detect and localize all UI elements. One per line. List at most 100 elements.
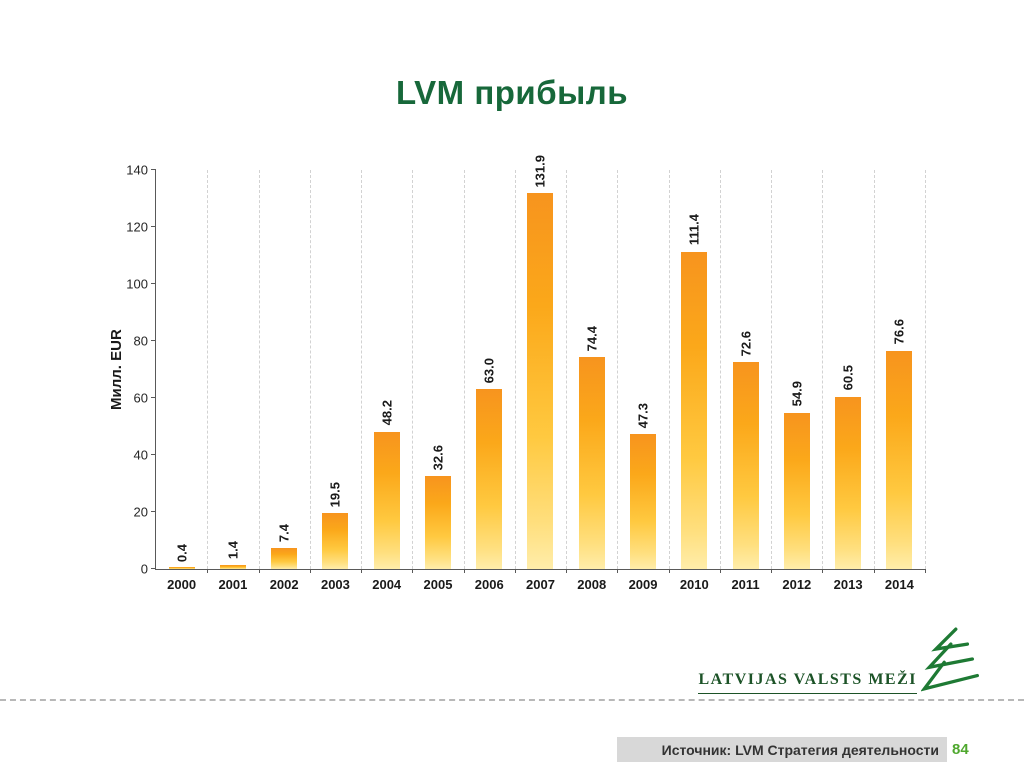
bar-slot-2011: 72.6 2011 [720,170,771,592]
chart-title: LVM прибыль [395,74,629,111]
bar-2013 [835,396,862,569]
bar-slot-2014: 76.6 2014 [874,170,925,592]
bar-2001 [219,565,246,569]
bar-slot-2002: 7.4 2002 [259,170,310,592]
x-axis-label: 2007 [526,577,555,592]
y-tick-mark [151,454,156,455]
x-tick-mark [925,569,926,573]
bar-2005 [424,476,451,569]
y-tick-label: 0 [140,561,148,577]
bar-slot-2007: 131.9 2007 [515,155,566,592]
bar-value-label: 47.3 [635,402,651,429]
bar-2011 [732,362,759,569]
bar-slot-2012: 54.9 2012 [771,170,822,592]
bar-value-label: 32.6 [430,444,446,471]
bar-value-label: 72.6 [738,330,754,357]
x-axis-label: 2014 [884,577,914,592]
gridline [258,170,260,569]
bar-value-label: 63.0 [481,358,497,384]
lvm-logo: LATVIJAS VALSTS MEŽI [698,612,979,694]
logo-text: LATVIJAS VALSTS MEŽI [698,671,917,694]
bar-2003 [322,513,349,569]
y-tick-label: 60 [133,390,148,406]
x-axis-label: 2004 [372,577,402,592]
bar-2014 [886,350,913,569]
bar-value-label: 7.4 [276,523,292,542]
x-tick-mark [822,569,824,573]
bar-value-label: 74.4 [584,325,600,351]
bar-2007 [527,193,554,569]
y-tick-label: 100 [126,276,148,292]
gridline [514,170,516,569]
x-axis-label: 2005 [423,577,453,592]
x-axis-label: 2003 [320,577,350,592]
bar-value-label: 76.6 [891,319,907,345]
x-tick-mark [361,569,363,573]
y-tick-mark [151,568,156,569]
bar-2004 [373,431,400,569]
x-axis-label: 2009 [628,577,658,592]
bar-2009 [630,434,657,569]
y-tick-label: 140 [126,162,148,178]
bar-slot-2008: 74.4 2008 [566,170,617,592]
y-tick-mark [151,511,156,512]
y-tick-mark [151,283,156,284]
y-tick-mark [151,340,156,341]
x-tick-mark [463,569,465,573]
bar-value-label: 60.5 [840,365,856,391]
bar-2012 [783,412,810,569]
bar-slot-2013: 60.5 2013 [822,170,873,592]
bar-slot-2010: 111.4 2010 [669,170,720,592]
source-bar: Источник: LVM Стратегия деятельности [617,737,947,762]
gridline [719,170,721,569]
x-tick-mark [617,569,619,573]
y-tick-label: 40 [133,447,148,463]
bar-2006 [476,389,503,569]
x-tick-mark [258,569,260,573]
bar-value-label: 19.5 [327,482,343,508]
x-axis-label: 2006 [474,577,504,592]
gridline [617,170,619,569]
bar-value-label: 54.9 [789,381,805,407]
bar-2010 [681,251,708,569]
gridline [822,170,824,569]
bar-slot-2009: 47.3 2009 [617,170,668,592]
y-tick-mark [151,226,156,227]
bar-slot-2003: 19.5 2003 [310,170,361,592]
y-tick-mark [151,397,156,398]
x-tick-mark [873,569,875,573]
bar-2008 [578,356,605,569]
bar-slot-2001: 1.4 2001 [207,170,258,592]
x-tick-mark [719,569,721,573]
x-axis-label: 2002 [269,577,299,592]
x-tick-mark [668,569,670,573]
x-axis-label: 2001 [218,577,248,592]
gridline [873,170,875,569]
y-tick-label: 120 [126,219,148,235]
y-tick-label: 20 [133,504,148,520]
x-tick-mark [207,569,209,573]
gridline [771,170,773,569]
y-tick-label: 80 [133,333,148,349]
x-tick-mark [309,569,311,573]
bar-value-label: 0.4 [174,543,190,562]
bar-value-label: 131.9 [532,154,548,188]
gridline [668,170,670,569]
gridline [463,170,465,569]
bar-slot-2006: 63.0 2006 [464,170,515,592]
tree-icon [921,627,979,692]
gridline [309,170,311,569]
separator-dashed-line [0,699,1024,701]
bar-value-label: 48.2 [379,400,395,426]
bar-slot-2000: 0.4 2000 [156,170,207,592]
x-axis-label: 2008 [577,577,607,592]
x-tick-mark [412,569,414,573]
x-tick-mark [566,569,568,573]
plot-area: 0 20 40 60 80 100 120 140 0.4 2000 1.4 2001 7.4 2002 1… [126,155,926,592]
bar-value-label: 111.4 [686,214,702,246]
bar-slot-2004: 48.2 2004 [361,170,412,592]
bar-slot-2005: 32.6 2005 [412,170,463,592]
gridline [361,170,363,569]
x-axis-label: 2011 [731,577,760,592]
